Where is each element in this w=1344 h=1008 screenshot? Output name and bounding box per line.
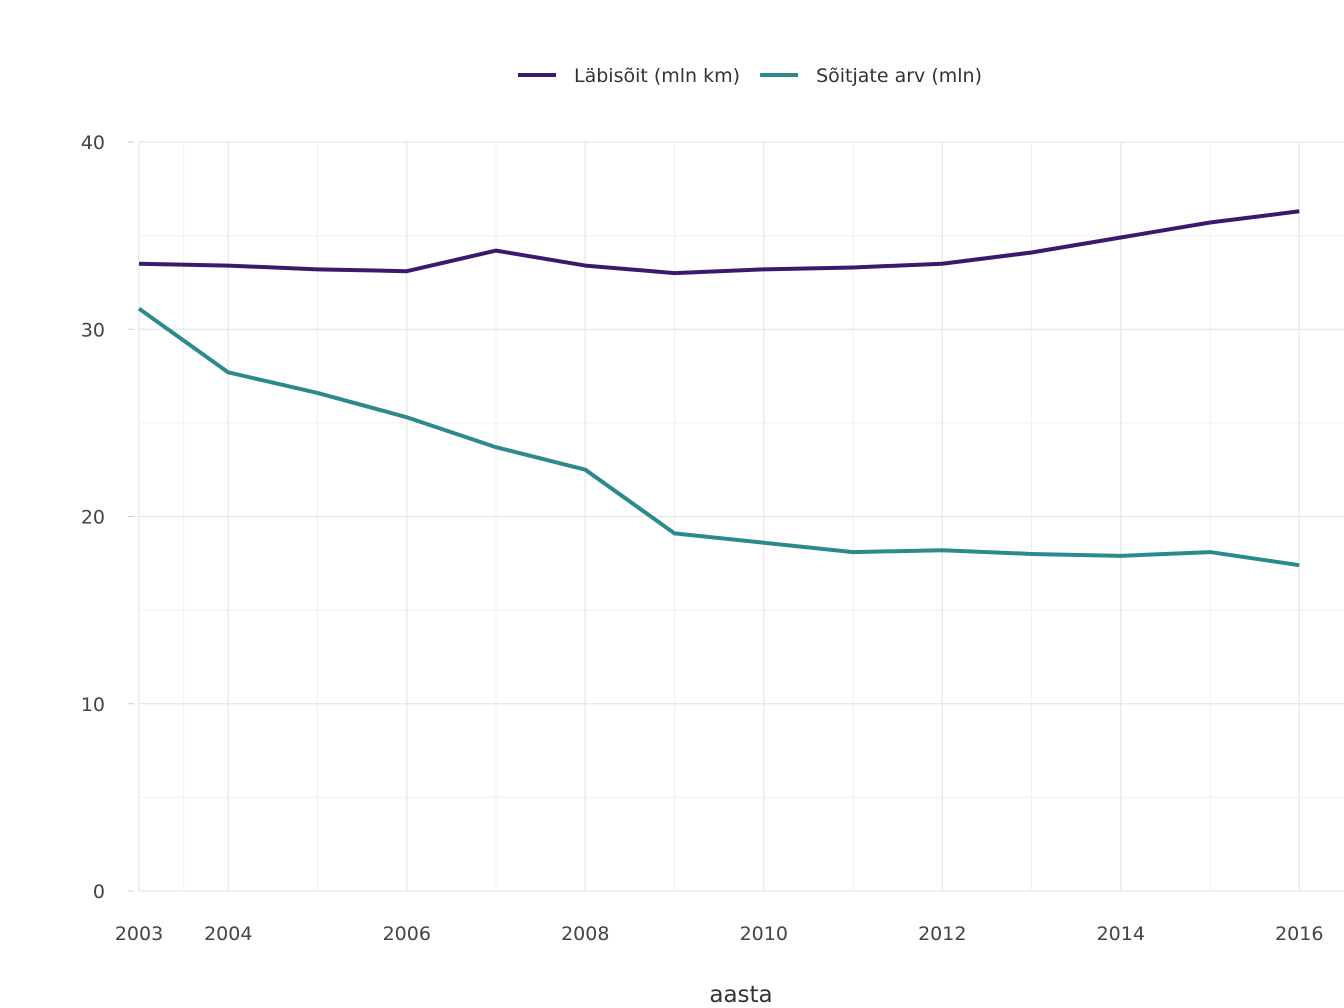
x-tick-label: 2008 — [561, 923, 609, 945]
x-tick-label: 2012 — [918, 923, 966, 945]
series-lines — [137, 209, 1300, 568]
series-line-1 — [138, 209, 1300, 276]
x-tick-label: 2010 — [740, 923, 788, 945]
x-tick-label: 2004 — [204, 923, 252, 945]
x-tick-label: 2016 — [1275, 923, 1323, 945]
grid — [138, 141, 1344, 892]
y-tick-label: 40 — [81, 132, 105, 154]
x-tick-label: 2006 — [383, 923, 431, 945]
series-line-2 — [137, 307, 1300, 568]
legend-label-2: Sõitjate arv (mln) — [816, 65, 982, 87]
y-tick-label: 0 — [93, 881, 105, 903]
y-tick-label: 20 — [81, 507, 105, 529]
legend-label-1: Läbisõit (mln km) — [574, 65, 740, 87]
x-tick-label: 2014 — [1097, 923, 1145, 945]
x-tick-label: 2003 — [115, 923, 163, 945]
y-axis-ticks: 0 10 20 30 40 — [81, 132, 134, 903]
x-axis-ticks: 2003 2004 2006 2008 2010 2012 2014 2016 — [115, 923, 1324, 945]
x-axis-title: aasta — [709, 982, 772, 1008]
y-tick-label: 30 — [81, 319, 105, 341]
legend: Läbisõit (mln km) Sõitjate arv (mln) — [518, 65, 982, 87]
y-tick-label: 10 — [81, 694, 105, 716]
